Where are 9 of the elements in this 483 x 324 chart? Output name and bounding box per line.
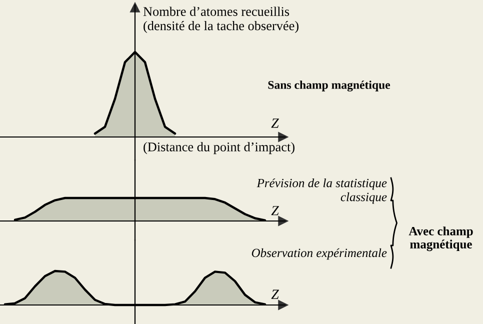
y-axis-title: Nombre d’atomes recueillis (densité de la tache observée) — [143, 6, 298, 33]
x-axis-title: Z — [271, 206, 279, 216]
text: Avec champ magnétique — [408, 226, 473, 252]
annotation: Sans champ magnétique — [268, 80, 390, 92]
x-axis-title: Z — [271, 118, 279, 128]
annotation: Prévision de la statistique classique — [256, 178, 387, 204]
text: (Distance du point d’impact) — [144, 142, 294, 154]
x-axis-title: Z — [271, 290, 279, 299]
text: Observation expérimentale — [252, 248, 387, 260]
